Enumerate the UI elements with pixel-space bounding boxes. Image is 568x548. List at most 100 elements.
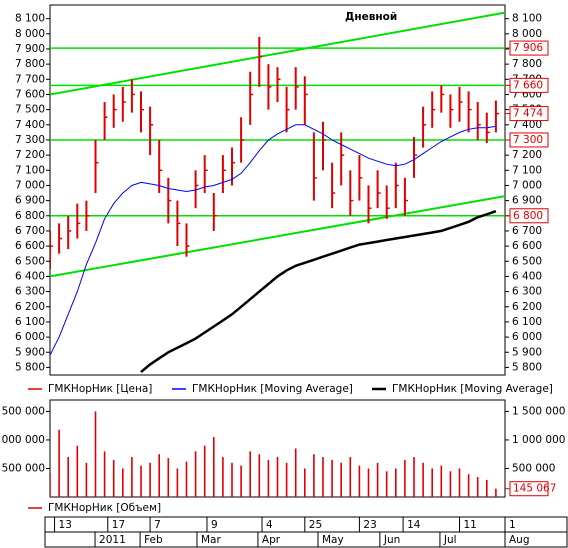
y-tick-label: 5 900 — [15, 346, 45, 358]
y-tick-label: 5 800 — [15, 361, 45, 373]
volume-bar — [431, 468, 433, 497]
y-tick-label: 7 400 — [15, 119, 45, 131]
y-tick-label: 6 900 — [512, 195, 542, 207]
volume-bar — [340, 462, 342, 497]
volume-bar — [194, 451, 197, 497]
y-tick-label: 6 100 — [512, 316, 542, 328]
legend-label: ГМКНорНик [Moving Average] — [392, 383, 553, 395]
y-tick-label: 6 300 — [15, 286, 45, 298]
y-tick-label: 6 900 — [15, 195, 45, 207]
volume-bar — [185, 461, 188, 497]
volume-bar — [58, 429, 60, 497]
y-tick-label: 6 200 — [512, 301, 542, 313]
y-tick-label: 6 000 — [512, 331, 542, 343]
volume-bar — [322, 457, 324, 497]
volume-bar — [85, 462, 88, 497]
chart-title: Дневной — [345, 11, 397, 23]
volume-bar — [331, 459, 333, 497]
trendline — [50, 195, 505, 278]
legend-label: ГМКНорНик [Цена] — [48, 383, 152, 395]
month-label: Mar — [201, 534, 221, 546]
volume-bar — [413, 457, 415, 497]
price-marks — [50, 11, 505, 373]
volume-bar — [349, 457, 352, 497]
x-tick-label: 7 — [154, 519, 161, 531]
y-tick-label: 5 900 — [512, 346, 542, 358]
y-tick-label: 6 800 — [15, 210, 45, 222]
x-tick-label: 1 — [509, 519, 516, 531]
legend-label: ГМКНорНик [Moving Average] — [192, 383, 353, 395]
volume-bar — [458, 468, 461, 497]
volume-bar — [240, 465, 242, 497]
month-label: Apr — [262, 534, 281, 546]
y-tick-label: 8 100 — [512, 13, 542, 25]
volume-bar — [67, 457, 69, 497]
volume-bar — [103, 451, 106, 497]
month-label: 2011 — [99, 534, 126, 546]
y-tick-label: 8 000 — [15, 28, 45, 40]
volume-bar — [50, 473, 51, 497]
volume-bar — [167, 458, 170, 497]
y-tick-label: 7 000 — [15, 179, 45, 191]
volume-bar — [267, 459, 270, 497]
y-tick-label: 1 500 000 — [512, 405, 565, 417]
y-tick-label: 6 100 — [15, 316, 45, 328]
y-tick-label: 7 900 — [15, 43, 45, 55]
x-tick-label: 25 — [309, 519, 322, 531]
y-tick-label: 1 000 000 — [512, 434, 565, 446]
volume-bar — [467, 474, 470, 497]
volume-bar — [486, 479, 488, 497]
y-tick-label: 8 100 — [15, 13, 45, 25]
y-tick-label: 6 600 — [512, 240, 542, 252]
volume-bar — [304, 468, 306, 497]
volume-bar — [203, 445, 206, 497]
y-tick-label: 6 300 — [512, 286, 542, 298]
y-tick-label: 7 200 — [15, 149, 45, 161]
y-tick-label: 6 400 — [15, 270, 45, 282]
y-tick-label: 6 600 — [15, 240, 45, 252]
y-tick-label: 7 500 — [15, 104, 45, 116]
value-label: 6 800 — [513, 210, 543, 222]
volume-bar — [94, 411, 97, 497]
x-tick-label: 4 — [266, 519, 273, 531]
volume-bar — [222, 457, 224, 497]
x-tick-label: 23 — [363, 519, 376, 531]
volume-bar — [285, 462, 288, 497]
y-tick-label: 7 600 — [15, 88, 45, 100]
volume-bar — [158, 454, 160, 497]
y-tick-label: 7 200 — [512, 149, 542, 161]
y-tick-label: 1 000 000 — [0, 434, 45, 446]
y-tick-label: 7 100 — [15, 164, 45, 176]
volume-bar — [131, 457, 133, 497]
volume-bar — [476, 477, 479, 497]
price-plot — [49, 4, 506, 376]
x-tick-label: 9 — [211, 519, 218, 531]
volume-bar — [213, 437, 215, 497]
month-label: Jul — [443, 534, 457, 546]
y-tick-label: 7 400 — [512, 119, 542, 131]
legend-label: ГМКНорНик [Объем] — [48, 502, 161, 514]
volume-bar — [440, 465, 443, 497]
y-tick-label: 8 000 — [512, 28, 542, 40]
trendline — [50, 11, 505, 96]
volume-bar — [249, 451, 251, 497]
y-tick-label: 1 500 000 — [0, 405, 45, 417]
volume-bar — [449, 471, 452, 497]
volume-bar — [140, 465, 142, 497]
moving-average — [140, 210, 497, 373]
volume-bar — [313, 454, 315, 497]
y-tick-label: 7 000 — [512, 179, 542, 191]
x-tick-label: 14 — [407, 519, 421, 531]
y-tick-label: 6 000 — [15, 331, 45, 343]
x-tick-label: 11 — [464, 519, 477, 531]
volume-bar — [495, 488, 497, 497]
y-tick-label: 500 000 — [512, 462, 555, 474]
month-label: Feb — [144, 534, 163, 546]
volume-bar — [122, 468, 124, 497]
volume-bar — [358, 465, 361, 497]
volume-bar — [404, 459, 406, 497]
x-tick-label: 17 — [112, 519, 125, 531]
y-tick-label: 6 400 — [512, 270, 542, 282]
volume-bar — [149, 462, 151, 497]
